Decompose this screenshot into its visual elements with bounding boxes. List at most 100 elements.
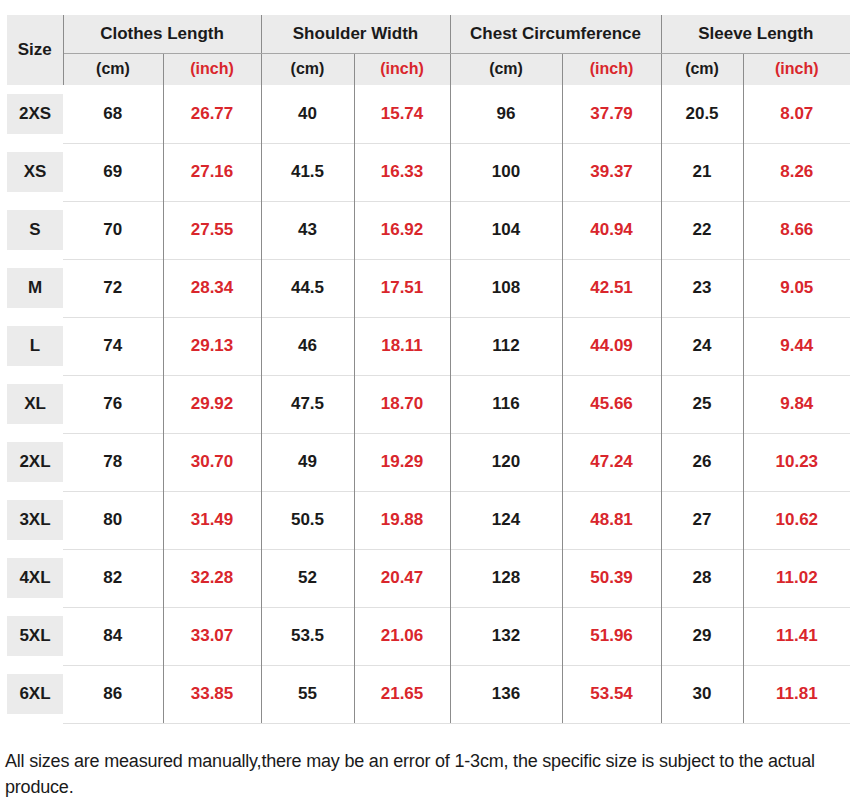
- value-cell: 116: [450, 375, 562, 433]
- value-cell: 41.5: [261, 143, 354, 201]
- value-cell: 49: [261, 433, 354, 491]
- table-body: 2XS 68 26.77 40 15.74 96 37.79 20.5 8.07…: [7, 85, 850, 723]
- table-row: 2XS 68 26.77 40 15.74 96 37.79 20.5 8.07: [7, 85, 850, 143]
- table-row: S 70 27.55 43 16.92 104 40.94 22 8.66: [7, 201, 850, 259]
- value-cell: 53.5: [261, 607, 354, 665]
- value-cell: 45.66: [562, 375, 661, 433]
- value-cell: 78: [63, 433, 163, 491]
- value-cell: 44.5: [261, 259, 354, 317]
- value-cell: 96: [450, 85, 562, 143]
- value-cell: 15.74: [354, 85, 450, 143]
- value-cell: 74: [63, 317, 163, 375]
- value-cell: 76: [63, 375, 163, 433]
- size-label: L: [7, 326, 63, 366]
- value-cell: 52: [261, 549, 354, 607]
- size-label-cell: 3XL: [7, 491, 63, 549]
- value-cell: 18.11: [354, 317, 450, 375]
- value-cell: 72: [63, 259, 163, 317]
- value-cell: 26.77: [163, 85, 261, 143]
- value-cell: 26: [661, 433, 743, 491]
- value-cell: 43: [261, 201, 354, 259]
- table-row: XL 76 29.92 47.5 18.70 116 45.66 25 9.84: [7, 375, 850, 433]
- size-label-cell: 4XL: [7, 549, 63, 607]
- table-row: 5XL 84 33.07 53.5 21.06 132 51.96 29 11.…: [7, 607, 850, 665]
- value-cell: 20.5: [661, 85, 743, 143]
- size-label: 4XL: [7, 558, 63, 598]
- value-cell: 42.51: [562, 259, 661, 317]
- value-cell: 128: [450, 549, 562, 607]
- value-cell: 27: [661, 491, 743, 549]
- column-header-clothes-length: Clothes Length: [63, 15, 261, 53]
- value-cell: 53.54: [562, 665, 661, 723]
- value-cell: 32.28: [163, 549, 261, 607]
- table-row: XS 69 27.16 41.5 16.33 100 39.37 21 8.26: [7, 143, 850, 201]
- size-label: 6XL: [7, 674, 63, 714]
- size-chart-table: Size Clothes Length Shoulder Width Chest…: [7, 15, 850, 724]
- value-cell: 112: [450, 317, 562, 375]
- value-cell: 21: [661, 143, 743, 201]
- column-header-size: Size: [7, 15, 63, 85]
- size-label-cell: XS: [7, 143, 63, 201]
- value-cell: 47.5: [261, 375, 354, 433]
- value-cell: 27.55: [163, 201, 261, 259]
- header-unit-row: (cm) (inch) (cm) (inch) (cm) (inch) (cm)…: [7, 53, 850, 85]
- value-cell: 21.06: [354, 607, 450, 665]
- unit-header-cm: (cm): [261, 53, 354, 85]
- value-cell: 19.29: [354, 433, 450, 491]
- size-label: 3XL: [7, 500, 63, 540]
- header-group-row: Size Clothes Length Shoulder Width Chest…: [7, 15, 850, 53]
- size-label-cell: L: [7, 317, 63, 375]
- value-cell: 132: [450, 607, 562, 665]
- size-label: XS: [7, 152, 63, 192]
- value-cell: 50.5: [261, 491, 354, 549]
- value-cell: 28.34: [163, 259, 261, 317]
- table-header: Size Clothes Length Shoulder Width Chest…: [7, 15, 850, 85]
- value-cell: 27.16: [163, 143, 261, 201]
- value-cell: 8.66: [743, 201, 850, 259]
- value-cell: 17.51: [354, 259, 450, 317]
- unit-header-inch: (inch): [562, 53, 661, 85]
- value-cell: 33.85: [163, 665, 261, 723]
- value-cell: 40: [261, 85, 354, 143]
- value-cell: 69: [63, 143, 163, 201]
- table-row: 2XL 78 30.70 49 19.29 120 47.24 26 10.23: [7, 433, 850, 491]
- size-label: M: [7, 268, 63, 308]
- column-header-shoulder-width: Shoulder Width: [261, 15, 450, 53]
- value-cell: 8.07: [743, 85, 850, 143]
- table-row: M 72 28.34 44.5 17.51 108 42.51 23 9.05: [7, 259, 850, 317]
- value-cell: 30.70: [163, 433, 261, 491]
- value-cell: 46: [261, 317, 354, 375]
- value-cell: 44.09: [562, 317, 661, 375]
- size-label: 2XL: [7, 442, 63, 482]
- size-label-cell: XL: [7, 375, 63, 433]
- size-label-cell: 2XS: [7, 85, 63, 143]
- value-cell: 80: [63, 491, 163, 549]
- value-cell: 8.26: [743, 143, 850, 201]
- value-cell: 47.24: [562, 433, 661, 491]
- value-cell: 19.88: [354, 491, 450, 549]
- value-cell: 11.41: [743, 607, 850, 665]
- value-cell: 20.47: [354, 549, 450, 607]
- value-cell: 23: [661, 259, 743, 317]
- value-cell: 48.81: [562, 491, 661, 549]
- value-cell: 10.23: [743, 433, 850, 491]
- value-cell: 18.70: [354, 375, 450, 433]
- table-row: 4XL 82 32.28 52 20.47 128 50.39 28 11.02: [7, 549, 850, 607]
- measurement-disclaimer: All sizes are measured manually,there ma…: [5, 748, 847, 800]
- size-label: 2XS: [7, 94, 63, 134]
- value-cell: 50.39: [562, 549, 661, 607]
- unit-header-cm: (cm): [450, 53, 562, 85]
- value-cell: 120: [450, 433, 562, 491]
- size-label-cell: M: [7, 259, 63, 317]
- value-cell: 16.33: [354, 143, 450, 201]
- value-cell: 70: [63, 201, 163, 259]
- value-cell: 51.96: [562, 607, 661, 665]
- size-label: 5XL: [7, 616, 63, 656]
- column-header-chest-circumference: Chest Circumference: [450, 15, 661, 53]
- size-chart-page: Size Clothes Length Shoulder Width Chest…: [0, 0, 850, 811]
- unit-header-cm: (cm): [63, 53, 163, 85]
- unit-header-inch: (inch): [354, 53, 450, 85]
- value-cell: 22: [661, 201, 743, 259]
- value-cell: 21.65: [354, 665, 450, 723]
- value-cell: 31.49: [163, 491, 261, 549]
